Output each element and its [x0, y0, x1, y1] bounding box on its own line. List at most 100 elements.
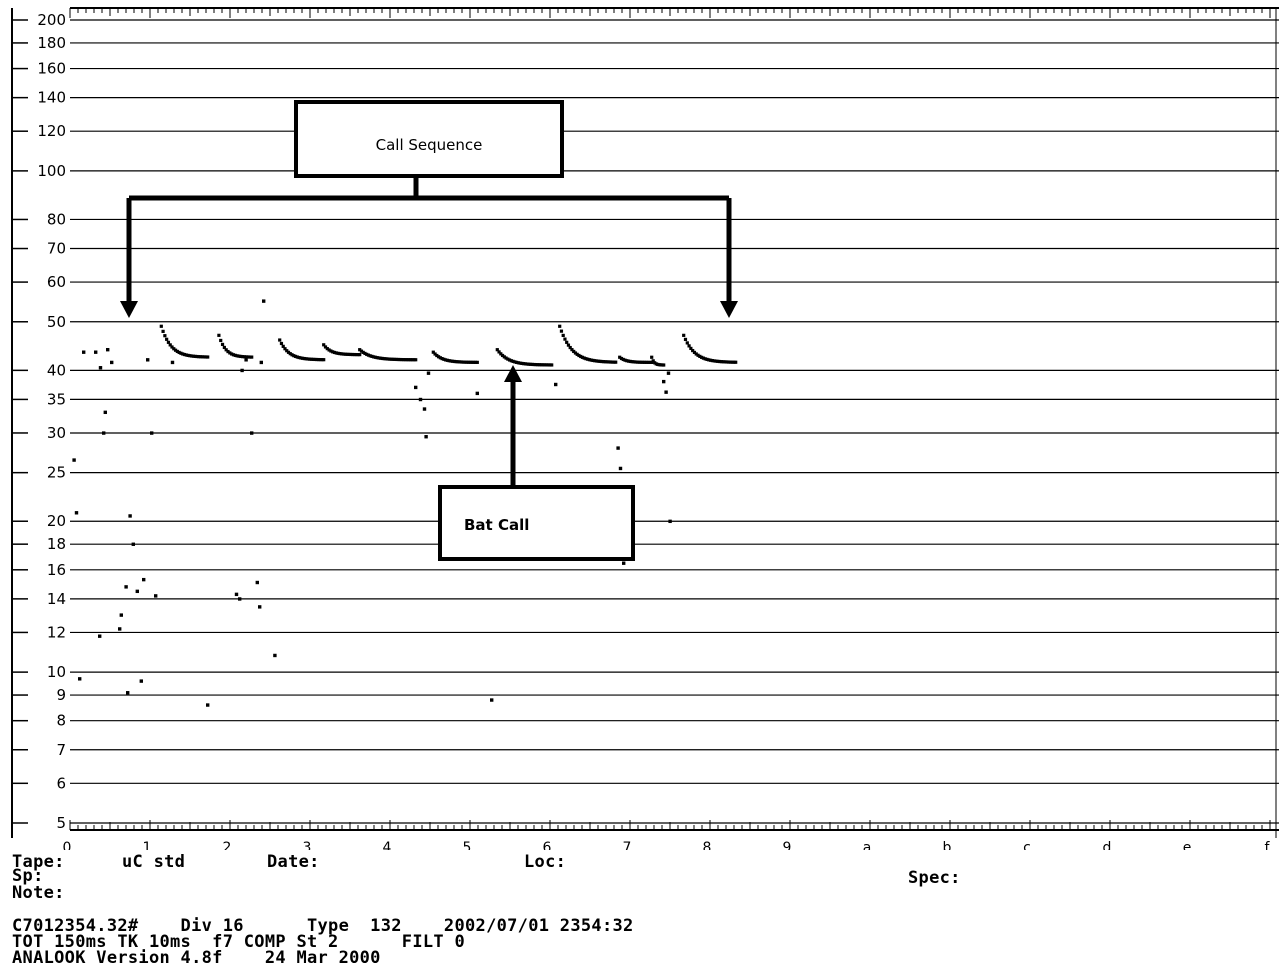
x-tick-label: e — [1183, 840, 1192, 850]
noise-point — [142, 577, 146, 582]
loc-label: Loc: — [524, 852, 567, 872]
y-tick-label: 10 — [47, 663, 66, 681]
call-point — [558, 324, 562, 328]
noise-point — [135, 589, 139, 594]
call-point — [313, 357, 317, 362]
call-point — [288, 352, 292, 356]
call-point — [473, 360, 478, 364]
call-point — [445, 358, 449, 362]
noise-point — [131, 542, 135, 546]
call-point — [691, 348, 695, 353]
call-point — [297, 355, 301, 360]
call-point — [529, 362, 533, 366]
call-point — [696, 353, 700, 357]
call-point — [237, 354, 241, 358]
x-tick-label: d — [1103, 840, 1112, 850]
call-point — [591, 358, 595, 363]
call-point — [170, 345, 174, 349]
x-axis: 0 1 2 3 4 5 6 7 8 9 a b c d e f — [63, 8, 1271, 850]
call-point — [637, 360, 641, 364]
call-point — [449, 359, 453, 363]
y-tick-label: 18 — [47, 535, 66, 553]
call-point — [295, 355, 299, 359]
call-point — [191, 354, 196, 358]
call-sequence-box — [294, 100, 564, 178]
bat-call-chart: 5678910121416182025303540506070801001201… — [11, 7, 1279, 850]
noise-point — [94, 350, 98, 354]
call-point — [632, 360, 636, 364]
call-point — [641, 360, 645, 364]
call-point — [705, 357, 709, 361]
noise-point — [118, 627, 122, 631]
call-point — [331, 350, 335, 354]
call-point — [710, 359, 714, 363]
call-point — [507, 358, 512, 362]
y-tick-label: 6 — [56, 774, 66, 792]
call-point — [582, 356, 586, 360]
call-point — [370, 354, 374, 358]
call-point — [459, 360, 464, 364]
call-point — [612, 360, 616, 364]
x-tick-label: 9 — [783, 840, 792, 850]
call-point — [403, 358, 407, 362]
call-sequence-arrow-right — [720, 301, 738, 318]
call-point — [242, 355, 247, 359]
call-point — [202, 355, 206, 359]
call-point — [513, 360, 517, 364]
tape-label: Tape: — [12, 852, 65, 872]
noise-point — [240, 368, 244, 373]
call-point — [373, 355, 378, 359]
call-point — [407, 358, 411, 362]
y-axis: 5 6 7 8 9 10 12 14 16 18 20 25 30 35 40 50 60 70 80 100 120 1… — [12, 11, 66, 832]
call-point — [734, 360, 738, 364]
call-point — [701, 356, 706, 360]
call-point — [468, 360, 472, 364]
bat-call-arrow-head — [504, 365, 522, 382]
call-point — [414, 358, 418, 362]
call-point — [159, 324, 163, 328]
call-point — [577, 353, 581, 358]
call-point — [714, 359, 718, 363]
call-point — [687, 344, 691, 348]
call-point — [561, 333, 565, 337]
call-point — [703, 357, 707, 361]
call-point — [350, 352, 355, 357]
call-point — [306, 357, 310, 361]
call-point — [366, 353, 371, 357]
call-point — [700, 355, 704, 359]
call-point — [224, 348, 228, 352]
call-point — [601, 360, 606, 364]
call-point — [465, 360, 469, 364]
noise-point — [616, 446, 620, 450]
call-point — [662, 363, 666, 367]
call-point — [728, 360, 732, 364]
call-point — [586, 357, 590, 361]
call-point — [304, 357, 308, 361]
info-line-1: C7012354.32# Div 16 Type 132 2002/07/01 … — [12, 916, 634, 936]
noise-point — [128, 514, 132, 518]
call-point — [195, 354, 199, 359]
call-point — [634, 360, 638, 364]
noise-point — [414, 385, 418, 390]
call-point — [573, 351, 578, 355]
call-point — [327, 348, 331, 352]
call-point — [240, 355, 245, 359]
call-point — [382, 357, 386, 361]
noise-point — [206, 703, 210, 707]
call-point — [438, 356, 442, 360]
call-point — [518, 361, 522, 365]
call-point — [461, 360, 465, 364]
call-point — [206, 355, 210, 359]
spec-label: Spec: — [908, 868, 961, 888]
call-point — [509, 359, 513, 363]
call-point — [340, 352, 344, 356]
call-point — [336, 351, 340, 355]
x-tick-label: 0 — [63, 840, 72, 850]
call-point — [349, 352, 353, 357]
call-point — [405, 358, 409, 362]
call-point — [219, 338, 223, 343]
call-point — [587, 358, 592, 362]
call-point — [396, 357, 400, 362]
call-point — [537, 363, 542, 367]
noise-point — [74, 511, 79, 515]
